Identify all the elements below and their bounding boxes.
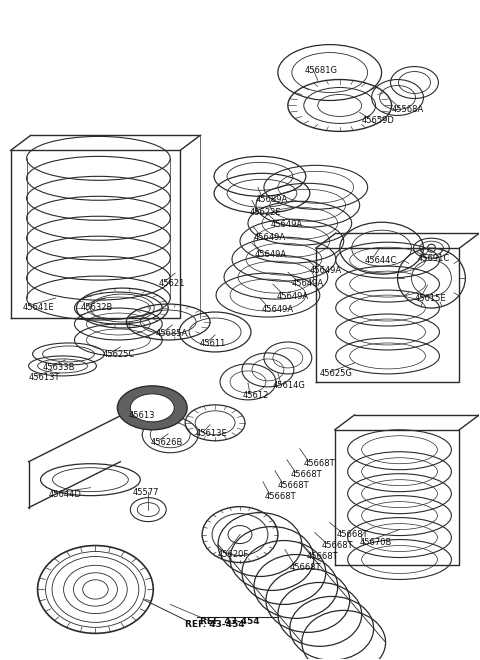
Text: REF. 43-454: REF. 43-454 (185, 620, 245, 629)
Text: 45659D: 45659D (361, 116, 395, 125)
Text: 45685A: 45685A (155, 329, 188, 339)
Text: 45626B: 45626B (150, 438, 182, 447)
Text: 45568A: 45568A (392, 105, 424, 114)
Text: 45611: 45611 (200, 339, 227, 348)
Text: 45649A: 45649A (254, 233, 286, 242)
Text: 45625C: 45625C (102, 350, 135, 360)
Text: 45649A: 45649A (277, 292, 309, 300)
Text: 45668T: 45668T (322, 541, 353, 550)
Text: 45641E: 45641E (23, 302, 54, 312)
Text: REF. 43-454: REF. 43-454 (200, 617, 260, 626)
Ellipse shape (117, 386, 187, 430)
Text: 45621: 45621 (158, 279, 185, 288)
Text: 45632B: 45632B (81, 302, 113, 312)
Text: 45668T: 45668T (304, 459, 336, 468)
Text: 45644D: 45644D (48, 490, 82, 499)
Text: 45625G: 45625G (320, 370, 353, 378)
Text: 45649A: 45649A (255, 249, 287, 259)
Text: 45613: 45613 (128, 411, 155, 420)
Text: 45670B: 45670B (360, 538, 392, 547)
Text: 45668T: 45668T (278, 481, 310, 490)
Text: 45668T: 45668T (265, 492, 297, 501)
Text: 45613E: 45613E (195, 429, 227, 438)
Text: 45612: 45612 (243, 391, 269, 401)
Text: 45577: 45577 (132, 488, 159, 497)
Text: 45689A: 45689A (256, 195, 288, 204)
Text: 45649A: 45649A (310, 265, 342, 275)
Text: 45668T: 45668T (291, 470, 323, 479)
Text: 45649A: 45649A (271, 220, 303, 229)
Text: 45633B: 45633B (43, 364, 75, 372)
Text: 45668T: 45668T (290, 563, 322, 572)
Text: 45691C: 45691C (418, 253, 450, 263)
Text: 45614G: 45614G (273, 381, 306, 390)
Text: 45613T: 45613T (29, 374, 60, 382)
Text: 45644C: 45644C (365, 255, 397, 265)
Text: 45615E: 45615E (415, 294, 446, 302)
Text: 45668T: 45668T (307, 552, 338, 561)
Text: 45668T: 45668T (336, 530, 368, 539)
Text: 45649A: 45649A (292, 279, 324, 288)
Text: 45620F: 45620F (218, 550, 249, 559)
Text: 45681G: 45681G (305, 66, 338, 75)
Text: 45649A: 45649A (262, 304, 294, 313)
Ellipse shape (130, 394, 174, 422)
Text: 45622E: 45622E (250, 208, 282, 216)
